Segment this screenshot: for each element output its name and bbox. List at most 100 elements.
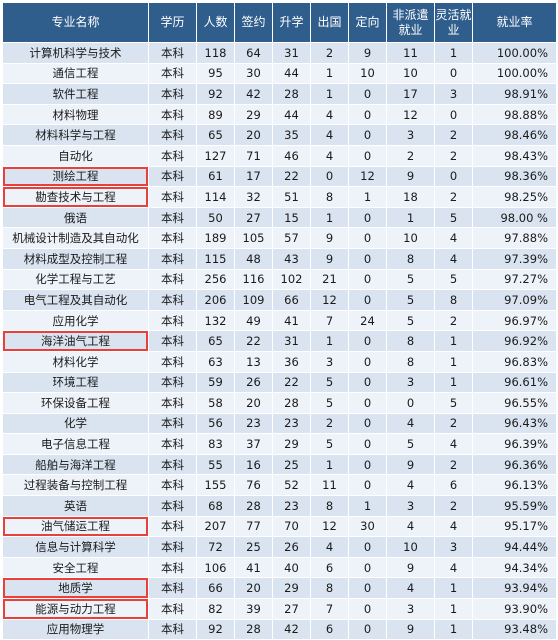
table-row: 船舶与海洋工程 本科 55 16 25 1 0 9 2 96.36% (2, 453, 557, 476)
cell-directed: 0 (348, 350, 387, 373)
cell-abroad: 6 (310, 618, 349, 640)
cell-rate: 94.34% (472, 556, 557, 579)
cell-flexible: 2 (434, 124, 473, 146)
cell-abroad: 6 (310, 556, 349, 579)
table-row: 通信工程 本科 95 30 44 1 10 10 0 100.00% (2, 62, 557, 85)
cell-flexible: 1 (434, 598, 473, 620)
cell-degree: 本科 (148, 392, 197, 414)
table-row: 电气工程及其自动化 本科 206 109 66 12 0 5 8 97.09% (2, 289, 557, 311)
cell-signed: 26 (234, 371, 273, 394)
cell-total: 256 (196, 268, 235, 291)
cell-major: 材料物理 (2, 103, 149, 126)
header-row: 专业名称 学历 人数 签约 升学 出国 定向 非派遣就业 灵活就业 就业率 (2, 2, 557, 43)
table-row: 测绘工程 本科 61 17 22 0 12 9 0 98.36% (2, 165, 557, 188)
cell-rate: 96.13% (472, 474, 557, 497)
cell-total: 127 (196, 144, 235, 167)
cell-directed: 0 (348, 330, 387, 352)
cell-further-study: 43 (272, 247, 311, 270)
cell-rate: 98.36% (472, 165, 557, 188)
header-directed: 定向 (348, 2, 387, 43)
cell-directed: 0 (348, 556, 387, 579)
cell-total: 65 (196, 330, 235, 352)
cell-abroad: 21 (310, 268, 349, 291)
cell-total: 63 (196, 350, 235, 373)
cell-total: 106 (196, 556, 235, 579)
cell-directed: 0 (348, 83, 387, 105)
cell-major: 英语 (2, 495, 149, 517)
cell-total: 115 (196, 247, 235, 270)
cell-further-study: 40 (272, 556, 311, 579)
cell-directed: 0 (348, 453, 387, 476)
cell-degree: 本科 (148, 577, 197, 600)
cell-degree: 本科 (148, 83, 197, 105)
cell-abroad: 8 (310, 186, 349, 208)
cell-major-highlighted: 油气储运工程 (2, 515, 149, 538)
cell-flexible: 4 (434, 433, 473, 455)
table-row: 信息与计算科学 本科 72 25 26 4 0 10 3 94.44% (2, 536, 557, 558)
cell-signed: 20 (234, 577, 273, 600)
cell-degree: 本科 (148, 227, 197, 249)
cell-total: 114 (196, 186, 235, 208)
cell-nondispatch: 8 (386, 350, 435, 373)
cell-flexible: 5 (434, 392, 473, 414)
cell-directed: 0 (348, 618, 387, 640)
cell-total: 155 (196, 474, 235, 497)
cell-nondispatch: 2 (386, 144, 435, 167)
cell-abroad: 4 (310, 144, 349, 167)
cell-rate: 95.59% (472, 495, 557, 517)
cell-degree: 本科 (148, 495, 197, 517)
cell-nondispatch: 5 (386, 433, 435, 455)
cell-abroad: 1 (310, 330, 349, 352)
cell-flexible: 5 (434, 206, 473, 229)
cell-further-study: 70 (272, 515, 311, 538)
header-further-study: 升学 (272, 2, 311, 43)
cell-degree: 本科 (148, 371, 197, 394)
table-row: 环保设备工程 本科 58 20 28 5 0 0 5 96.55% (2, 392, 557, 414)
cell-further-study: 26 (272, 536, 311, 558)
cell-rate: 97.09% (472, 289, 557, 311)
cell-signed: 42 (234, 83, 273, 105)
cell-further-study: 44 (272, 62, 311, 85)
cell-flexible: 4 (434, 515, 473, 538)
cell-abroad: 1 (310, 62, 349, 85)
cell-further-study: 66 (272, 289, 311, 311)
cell-degree: 本科 (148, 474, 197, 497)
cell-signed: 28 (234, 618, 273, 640)
cell-major: 俄语 (2, 206, 149, 229)
cell-rate: 96.92% (472, 330, 557, 352)
cell-major: 应用化学 (2, 309, 149, 332)
cell-total: 65 (196, 124, 235, 146)
cell-flexible: 0 (434, 103, 473, 126)
cell-further-study: 31 (272, 42, 311, 64)
cell-rate: 100.00% (472, 62, 557, 85)
cell-flexible: 2 (434, 412, 473, 435)
cell-abroad: 2 (310, 42, 349, 64)
cell-degree: 本科 (148, 556, 197, 579)
cell-major: 材料科学与工程 (2, 124, 149, 146)
cell-nondispatch: 9 (386, 453, 435, 476)
cell-total: 56 (196, 412, 235, 435)
cell-flexible: 2 (434, 453, 473, 476)
cell-flexible: 1 (434, 618, 473, 640)
cell-further-study: 23 (272, 412, 311, 435)
cell-nondispatch: 4 (386, 577, 435, 600)
cell-major: 化学 (2, 412, 149, 435)
cell-signed: 30 (234, 62, 273, 85)
cell-signed: 22 (234, 330, 273, 352)
cell-nondispatch: 8 (386, 247, 435, 270)
table-row: 安全工程 本科 106 41 40 6 0 9 4 94.34% (2, 556, 557, 579)
cell-rate: 93.94% (472, 577, 557, 600)
cell-further-study: 22 (272, 165, 311, 188)
cell-further-study: 51 (272, 186, 311, 208)
header-nondispatch: 非派遣就业 (386, 2, 435, 43)
header-degree: 学历 (148, 2, 197, 43)
cell-nondispatch: 10 (386, 62, 435, 85)
cell-major: 机械设计制造及其自动化 (2, 227, 149, 249)
header-abroad: 出国 (310, 2, 349, 43)
cell-degree: 本科 (148, 42, 197, 64)
cell-abroad: 4 (310, 536, 349, 558)
cell-total: 61 (196, 165, 235, 188)
cell-signed: 105 (234, 227, 273, 249)
cell-nondispatch: 3 (386, 598, 435, 620)
cell-nondispatch: 4 (386, 474, 435, 497)
